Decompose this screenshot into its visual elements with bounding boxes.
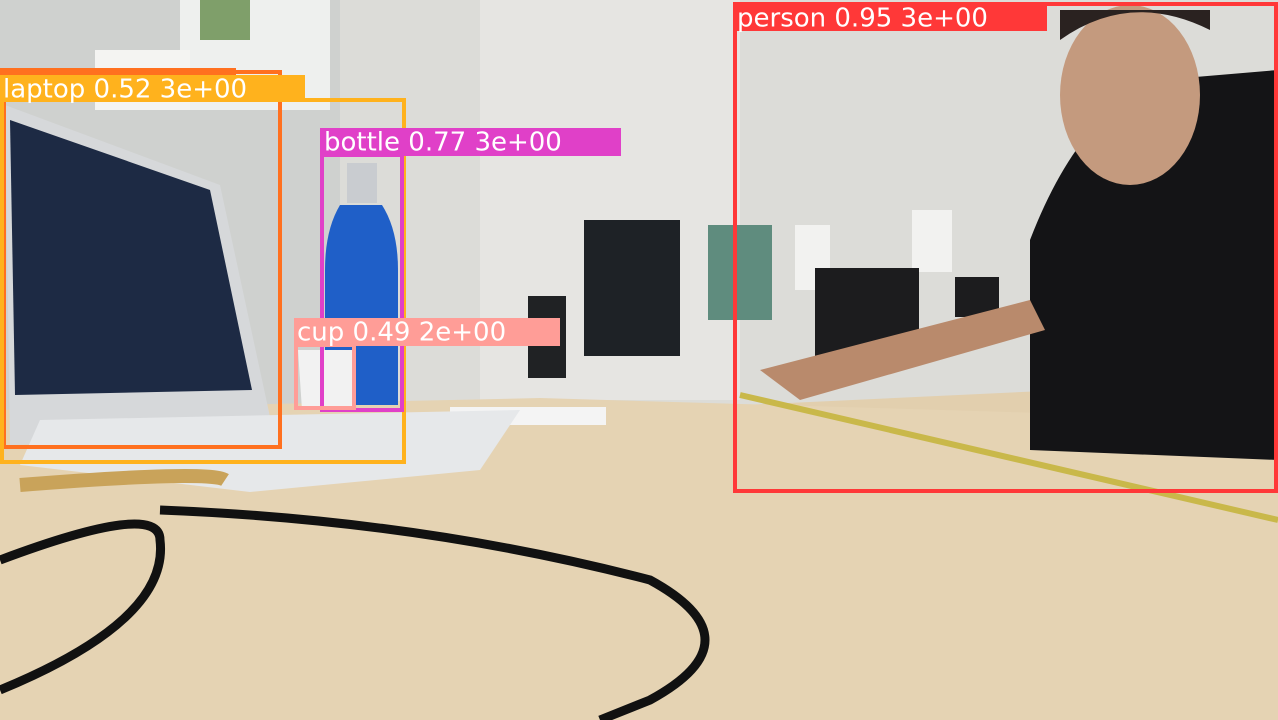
detection-label: bottle 0.77 3e+00: [324, 128, 562, 158]
label-background: [733, 2, 1047, 31]
label-background: [294, 318, 560, 346]
detection-label: laptop 0.52 3e+00: [3, 75, 247, 105]
detection-label: cup 0.49 2e+00: [297, 318, 506, 348]
label-background: [0, 68, 236, 78]
label-background: [0, 75, 305, 102]
detection-label: person 0.95 3e+00: [737, 4, 988, 34]
label-background: [320, 128, 621, 156]
